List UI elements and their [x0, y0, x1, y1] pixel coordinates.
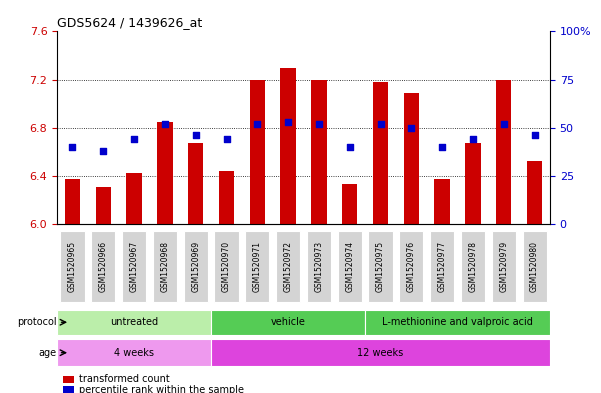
Text: GSM1520979: GSM1520979	[499, 241, 508, 292]
FancyBboxPatch shape	[184, 231, 208, 302]
Text: vehicle: vehicle	[270, 317, 305, 327]
FancyBboxPatch shape	[245, 231, 269, 302]
FancyBboxPatch shape	[430, 231, 454, 302]
Bar	[188, 143, 203, 224]
Point	[438, 144, 447, 150]
FancyBboxPatch shape	[368, 231, 392, 302]
Text: transformed count: transformed count	[79, 374, 169, 384]
FancyBboxPatch shape	[338, 231, 362, 302]
Bar	[435, 180, 450, 224]
Point	[252, 121, 262, 127]
FancyBboxPatch shape	[211, 310, 365, 334]
Bar	[404, 93, 419, 224]
Point	[160, 121, 169, 127]
Bar	[157, 122, 172, 224]
Point	[283, 119, 293, 125]
FancyBboxPatch shape	[399, 231, 423, 302]
Bar	[496, 79, 511, 224]
Bar	[527, 162, 542, 224]
Point	[376, 121, 385, 127]
FancyBboxPatch shape	[461, 231, 485, 302]
Text: GSM1520967: GSM1520967	[130, 241, 139, 292]
Text: protocol: protocol	[17, 317, 56, 327]
Text: GSM1520974: GSM1520974	[345, 241, 354, 292]
Point	[529, 132, 539, 139]
Text: GSM1520971: GSM1520971	[253, 241, 262, 292]
Bar	[373, 82, 388, 224]
Text: GSM1520978: GSM1520978	[468, 241, 477, 292]
Text: GSM1520976: GSM1520976	[407, 241, 416, 292]
FancyBboxPatch shape	[57, 310, 211, 334]
Bar	[281, 68, 296, 224]
Text: GSM1520966: GSM1520966	[99, 241, 108, 292]
Text: GSM1520970: GSM1520970	[222, 241, 231, 292]
Text: GSM1520975: GSM1520975	[376, 241, 385, 292]
Point	[129, 136, 139, 142]
Text: GSM1520969: GSM1520969	[191, 241, 200, 292]
Text: percentile rank within the sample: percentile rank within the sample	[79, 385, 244, 393]
Text: GSM1520977: GSM1520977	[438, 241, 447, 292]
Bar	[249, 79, 265, 224]
Point	[191, 132, 201, 139]
Text: GSM1520968: GSM1520968	[160, 241, 169, 292]
Text: untreated: untreated	[110, 317, 158, 327]
Bar	[126, 173, 142, 224]
FancyBboxPatch shape	[522, 231, 546, 302]
Bar	[96, 187, 111, 224]
FancyBboxPatch shape	[122, 231, 146, 302]
FancyBboxPatch shape	[57, 340, 211, 366]
FancyBboxPatch shape	[215, 231, 239, 302]
Text: age: age	[38, 348, 56, 358]
Text: 4 weeks: 4 weeks	[114, 348, 154, 358]
Text: GSM1520972: GSM1520972	[284, 241, 293, 292]
Point	[406, 125, 416, 131]
FancyBboxPatch shape	[365, 310, 550, 334]
Bar	[465, 143, 481, 224]
Text: 12 weeks: 12 weeks	[358, 348, 404, 358]
FancyBboxPatch shape	[307, 231, 331, 302]
Point	[68, 144, 78, 150]
Bar	[342, 184, 358, 224]
Bar	[65, 180, 80, 224]
Text: GSM1520965: GSM1520965	[68, 241, 77, 292]
Point	[468, 136, 478, 142]
Point	[499, 121, 508, 127]
FancyBboxPatch shape	[492, 231, 516, 302]
Text: L-methionine and valproic acid: L-methionine and valproic acid	[382, 317, 533, 327]
FancyBboxPatch shape	[61, 231, 85, 302]
Bar	[311, 79, 326, 224]
FancyBboxPatch shape	[91, 231, 115, 302]
Point	[99, 148, 108, 154]
Point	[345, 144, 355, 150]
FancyBboxPatch shape	[276, 231, 300, 302]
Point	[314, 121, 324, 127]
Bar	[219, 171, 234, 224]
Text: GDS5624 / 1439626_at: GDS5624 / 1439626_at	[57, 16, 203, 29]
Text: GSM1520973: GSM1520973	[314, 241, 323, 292]
Text: GSM1520980: GSM1520980	[530, 241, 539, 292]
FancyBboxPatch shape	[211, 340, 550, 366]
FancyBboxPatch shape	[153, 231, 177, 302]
Point	[222, 136, 231, 142]
